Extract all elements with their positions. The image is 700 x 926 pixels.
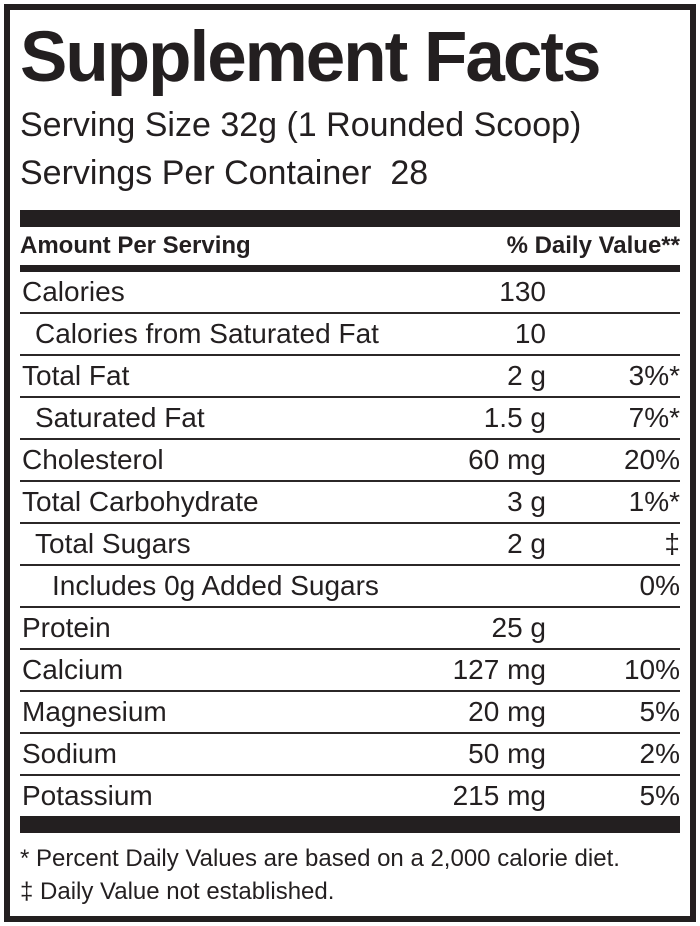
nutrient-amount: 3 g <box>507 485 546 517</box>
nutrient-dv: 1%* <box>628 485 680 517</box>
table-row: Calcium 127 mg 10% <box>20 650 680 692</box>
table-row: Total Carbohydrate 3 g 1%* <box>20 482 680 524</box>
nutrient-name: Saturated Fat <box>35 401 205 433</box>
nutrient-name: Total Fat <box>22 359 130 391</box>
nutrient-name: Potassium <box>22 779 153 811</box>
nutrient-dv: 2% <box>639 737 680 769</box>
nutrient-dv: 10% <box>623 653 680 685</box>
table-row: Total Fat 2 g 3%* <box>20 356 680 398</box>
medium-rule-header <box>20 264 680 272</box>
nutrient-name: Calcium <box>22 653 124 685</box>
nutrient-name: Total Carbohydrate <box>22 485 259 517</box>
nutrient-dv: 5% <box>639 779 680 811</box>
nutrient-dv: ‡ <box>664 527 680 559</box>
table-row: Cholesterol 60 mg 20% <box>20 440 680 482</box>
label-frame: Supplement Facts Serving Size 32g (1 Rou… <box>4 4 696 922</box>
nutrient-amount: 215 mg <box>452 779 546 811</box>
table-row: Calories from Saturated Fat 10 <box>20 314 680 356</box>
nutrient-amount: 1.5 g <box>483 401 546 433</box>
nutrient-amount: 2 g <box>507 527 546 559</box>
nutrient-name: Sodium <box>22 737 117 769</box>
nutrient-name: Calories from Saturated Fat <box>35 317 379 349</box>
nutrient-amount: 127 mg <box>452 653 546 685</box>
nutrient-dv: 7%* <box>628 401 680 433</box>
table-row: Protein 25 g <box>20 608 680 650</box>
nutrient-amount: 25 g <box>491 611 547 643</box>
table-row: Potassium 215 mg 5% <box>20 776 680 816</box>
table-row: Magnesium 20 mg 5% <box>20 692 680 734</box>
nutrient-name: Total Sugars <box>35 527 191 559</box>
nutrient-amount: 20 mg <box>468 695 546 727</box>
nutrient-dv: 5% <box>639 695 680 727</box>
thick-rule-top <box>20 209 680 227</box>
nutrient-amount: 10 <box>514 317 546 349</box>
label-title: Supplement Facts <box>20 18 602 97</box>
table-row: Includes 0g Added Sugars 0% <box>20 566 680 608</box>
servings-per-container-line: Servings Per Container 28 <box>20 154 429 193</box>
table-row: Sodium 50 mg 2% <box>20 734 680 776</box>
table-row: Calories 130 <box>20 272 680 314</box>
footnote-dv-not-established: ‡ Daily Value not established. <box>20 877 335 905</box>
amount-per-serving-header: Amount Per Serving <box>20 231 251 259</box>
table-row: Total Sugars 2 g ‡ <box>20 524 680 566</box>
table-header-row: Amount Per Serving % Daily Value** <box>20 227 680 265</box>
nutrient-dv: 0% <box>639 569 680 601</box>
nutrient-dv: 20% <box>623 443 680 475</box>
nutrient-name: Calories <box>22 275 125 307</box>
nutrient-dv: 3%* <box>628 359 680 391</box>
nutrient-name: Protein <box>22 611 111 643</box>
footnote-daily-values: * Percent Daily Values are based on a 2,… <box>20 844 620 872</box>
nutrient-amount: 60 mg <box>468 443 546 475</box>
nutrient-name: Magnesium <box>22 695 167 727</box>
nutrient-name: Includes 0g Added Sugars <box>52 569 379 601</box>
nutrient-amount: 2 g <box>507 359 546 391</box>
nutrient-amount: 50 mg <box>468 737 546 769</box>
nutrient-table: Calories 130 Calories from Saturated Fat… <box>20 272 680 816</box>
serving-size-line: Serving Size 32g (1 Rounded Scoop) <box>20 106 582 144</box>
table-row: Saturated Fat 1.5 g 7%* <box>20 398 680 440</box>
daily-value-header: % Daily Value** <box>506 231 680 259</box>
nutrient-amount: 130 <box>499 275 546 307</box>
nutrient-name: Cholesterol <box>22 443 164 475</box>
footnotes: * Percent Daily Values are based on a 2,… <box>20 842 680 908</box>
thick-rule-bottom <box>20 815 680 833</box>
